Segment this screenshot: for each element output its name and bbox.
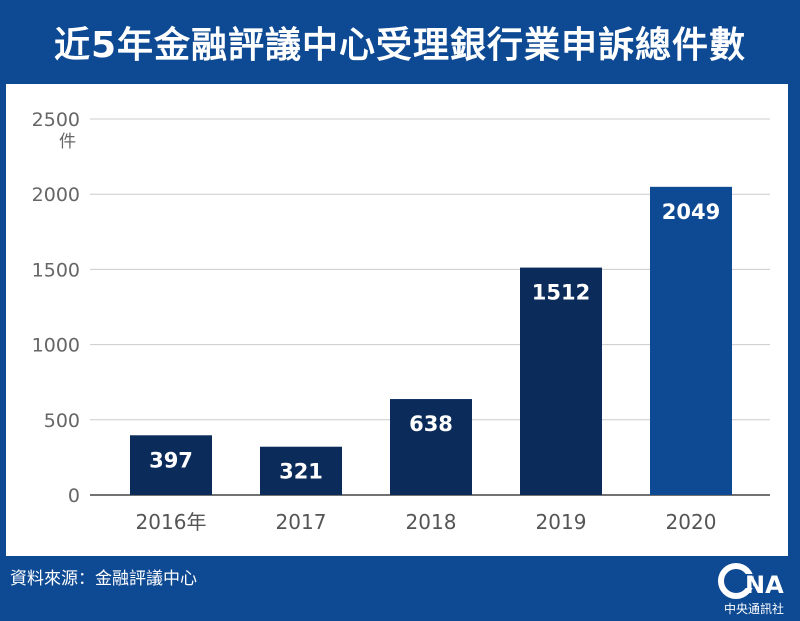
cna-logo-mark: NA (718, 563, 784, 599)
y-tick-label: 500 (44, 410, 80, 432)
y-tick-label: 1000 (32, 335, 80, 357)
y-tick-label: 0 (68, 485, 80, 507)
bar-value-label: 397 (149, 448, 193, 472)
source-note: 資料來源：金融評議中心 (10, 569, 197, 589)
chart-title: 近5年金融評議中心受理銀行業申訴總件數 (53, 25, 747, 66)
x-tick-label: 2016年 (136, 510, 207, 534)
svg-text:NA: NA (745, 571, 784, 599)
cna-logo: NA 中央通訊社 (714, 560, 794, 618)
bar (650, 186, 732, 496)
bar-value-label: 321 (279, 460, 323, 484)
y-tick-label: 2500 (32, 109, 80, 131)
y-tick-label: 1500 (32, 259, 80, 281)
logo-name: 中央通訊社 (723, 602, 784, 616)
bar (520, 267, 602, 495)
bar-value-label: 1512 (532, 281, 590, 305)
x-tick-label: 2019 (536, 510, 587, 534)
bar (130, 435, 212, 495)
x-tick-label: 2018 (406, 510, 457, 534)
x-tick-label: 2020 (666, 510, 717, 534)
chart-panel: 0 500 1000 1500 2000 2500 件 397 2016年 321 2017 638 2… (6, 84, 788, 556)
y-tick-label: 2000 (32, 184, 80, 206)
bar-value-label: 2049 (662, 200, 720, 224)
bar (260, 446, 342, 495)
bar (390, 399, 472, 495)
bar-value-label: 638 (409, 412, 453, 436)
y-unit-label: 件 (59, 132, 76, 152)
x-tick-label: 2017 (276, 510, 327, 534)
